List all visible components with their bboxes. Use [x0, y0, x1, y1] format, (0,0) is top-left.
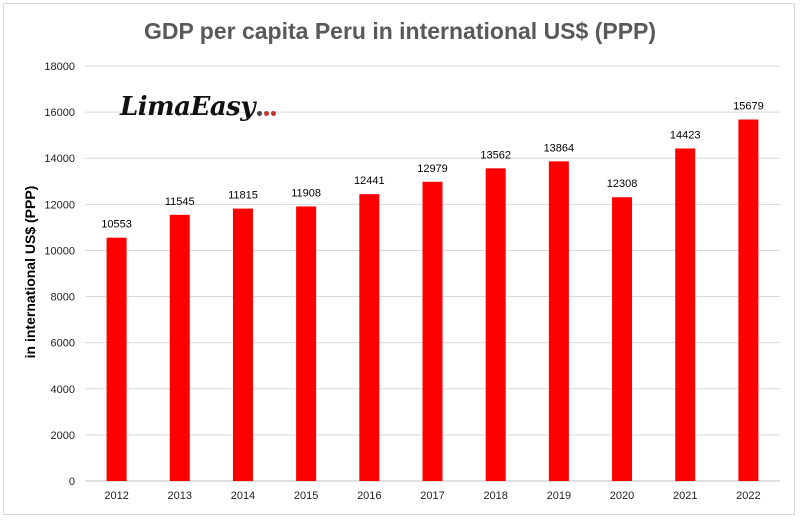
x-tick-label: 2017 [420, 490, 444, 502]
y-tick-label: 2000 [51, 430, 75, 442]
data-label: 15679 [733, 101, 764, 113]
bar [612, 197, 633, 481]
data-label: 13864 [544, 142, 575, 154]
y-tick-label: 4000 [51, 384, 75, 396]
data-label: 12308 [607, 178, 638, 190]
bar [738, 119, 759, 481]
y-tick-label: 8000 [51, 292, 75, 304]
bar [548, 161, 569, 481]
chart-frame [3, 3, 795, 515]
x-tick-label: 2016 [357, 490, 381, 502]
y-tick-label: 0 [69, 476, 75, 488]
x-tick-label: 2019 [547, 490, 571, 502]
bar [485, 168, 506, 481]
logo-dot-icon [263, 111, 269, 116]
logo-dots-icon [256, 111, 276, 116]
logo-text: LimaEasy [120, 92, 255, 122]
x-tick-label: 2018 [483, 490, 507, 502]
bar [106, 237, 127, 481]
y-tick-label: 18000 [44, 61, 75, 73]
chart-title: GDP per capita Peru in international US$… [143, 18, 657, 44]
y-tick-label: 14000 [44, 153, 75, 165]
x-tick-label: 2021 [673, 490, 697, 502]
bar [359, 194, 380, 481]
x-tick-label: 2022 [736, 490, 760, 502]
logo-dot-icon [256, 111, 262, 116]
y-tick-label: 16000 [44, 107, 75, 119]
x-tick-label: 2015 [294, 490, 318, 502]
bar [169, 214, 190, 481]
x-tick-label: 2012 [104, 490, 128, 502]
x-tick-label: 2013 [168, 490, 192, 502]
bar [422, 181, 443, 481]
data-label: 11908 [291, 187, 321, 199]
data-label: 10553 [101, 219, 132, 231]
data-label: 12441 [354, 175, 385, 187]
logo-dot-icon [270, 111, 276, 116]
data-label: 13562 [480, 149, 511, 161]
bar [675, 148, 696, 481]
limaeasy-logo: LimaEasy [120, 92, 276, 122]
y-tick-label: 12000 [44, 199, 75, 211]
x-tick-label: 2014 [231, 490, 255, 502]
data-label: 12979 [417, 163, 448, 175]
y-tick-label: 6000 [51, 338, 75, 350]
bar [232, 208, 253, 481]
data-label: 11545 [165, 196, 195, 208]
bar [296, 206, 317, 481]
y-tick-label: 10000 [44, 245, 75, 257]
data-label: 11815 [228, 190, 258, 202]
data-label: 14423 [670, 129, 701, 141]
x-tick-label: 2020 [610, 490, 634, 502]
